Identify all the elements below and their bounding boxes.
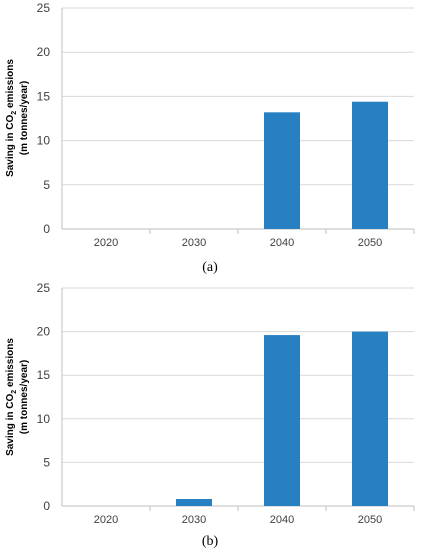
y-tick-label: 0	[43, 222, 50, 236]
y-tick-label: 10	[37, 134, 51, 148]
ylabel-sub: 2	[11, 111, 18, 115]
y-axis-label-line2: (m tonnes/year)	[19, 81, 30, 155]
y-tick-label: 20	[37, 325, 51, 339]
x-tick-labels: 2020 2030 2040 2050	[94, 514, 382, 526]
x-tick-label: 2050	[358, 514, 382, 526]
y-axis-label-line2: (m tonnes/year)	[19, 360, 30, 434]
bar-2030	[176, 499, 212, 506]
y-tick-labels: 0 5 10 15 20 25	[37, 1, 51, 236]
chart-caption: (b)	[202, 534, 219, 549]
ylabel-post: emissions	[5, 59, 16, 111]
x-tick-label: 2030	[182, 237, 206, 249]
y-tick-label: 25	[37, 1, 51, 15]
ylabel-post: emissions	[5, 338, 16, 390]
y-axis-label-line1: Saving in CO2 emissions	[5, 59, 18, 177]
x-tick-label: 2020	[94, 237, 118, 249]
bar-2050	[352, 101, 388, 229]
ylabel-sub: 2	[11, 390, 18, 394]
y-tick-label: 25	[37, 281, 51, 295]
x-tick-label: 2040	[270, 514, 294, 526]
bars	[264, 101, 388, 229]
bars	[176, 331, 388, 506]
y-tick-label: 15	[37, 89, 51, 103]
bar-2040	[264, 335, 300, 506]
bar-2050	[352, 331, 388, 506]
chart-b: 0 5 10 15 20 25 2020 2030 2040 2050 Saving in CO…	[5, 281, 415, 549]
y-tick-label: 5	[43, 178, 50, 192]
ylabel-pre: Saving in CO	[5, 393, 16, 455]
x-tick-label: 2040	[270, 237, 294, 249]
y-tick-labels: 0 5 10 15 20 25	[37, 281, 51, 513]
chart-a: 0 5 10 15 20 25 2020 2030 2040 2050 Saving in CO…	[5, 1, 415, 275]
bar-2040	[264, 112, 300, 229]
y-tick-label: 15	[37, 368, 51, 382]
ylabel-pre: Saving in CO	[5, 114, 16, 176]
x-tick-labels: 2020 2030 2040 2050	[94, 237, 382, 249]
x-tick-label: 2050	[358, 237, 382, 249]
y-axis-label-line1: Saving in CO2 emissions	[5, 338, 18, 456]
y-tick-label: 20	[37, 45, 51, 59]
y-tick-label: 5	[43, 455, 50, 469]
chart-caption: (a)	[202, 260, 218, 275]
y-tick-label: 0	[43, 499, 50, 513]
y-tick-label: 10	[37, 412, 51, 426]
x-tick-label: 2020	[94, 514, 118, 526]
x-tick-label: 2030	[182, 514, 206, 526]
